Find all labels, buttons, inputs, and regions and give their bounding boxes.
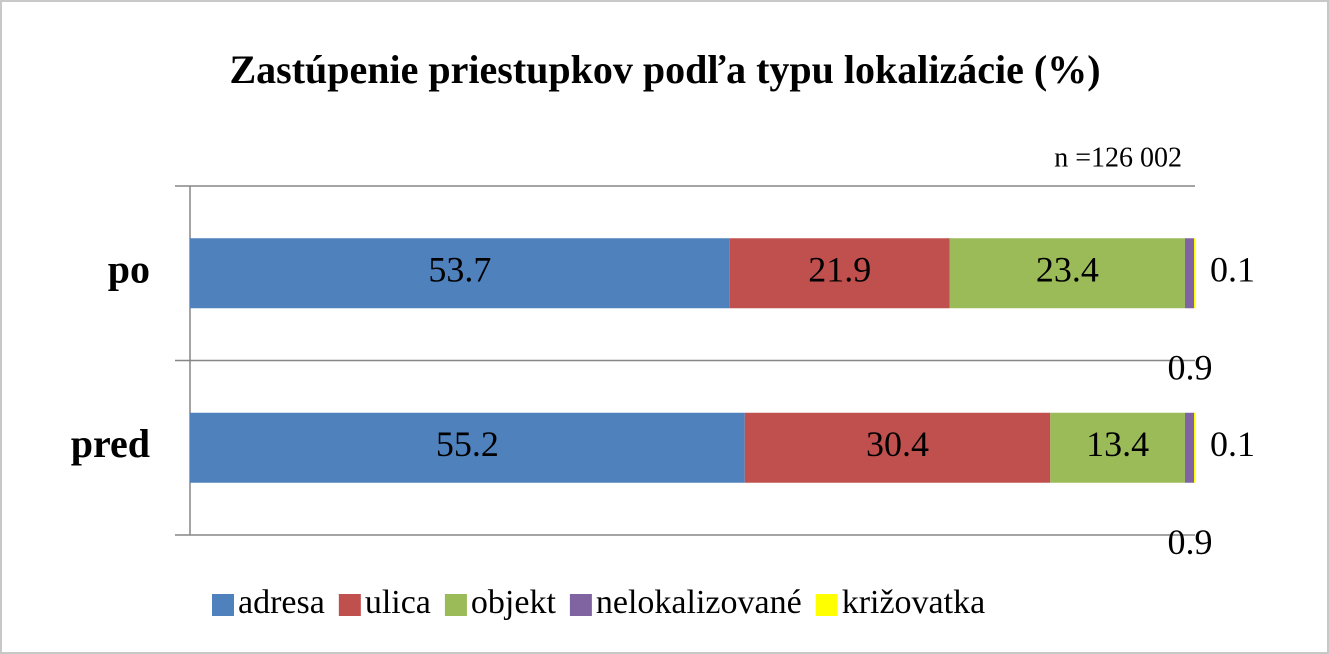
bar-segment (1050, 412, 1185, 483)
legend-label: ulica (365, 584, 431, 621)
bar-segment (190, 412, 745, 483)
data-label: 55.2 (436, 424, 499, 464)
y-tick-label: po (108, 246, 150, 291)
data-label: 0.9 (1168, 522, 1213, 562)
legend-label: objekt (471, 584, 557, 621)
data-label: 0.1 (1210, 250, 1255, 290)
bar-segment (1184, 412, 1194, 483)
data-label: 30.4 (866, 424, 929, 464)
legend-swatch (444, 594, 467, 616)
legend-swatch (569, 594, 592, 616)
y-tick-label: pred (71, 421, 150, 466)
legend-label: nelokalizované (596, 584, 802, 621)
bar-segment (729, 238, 950, 309)
bar-segment (190, 238, 730, 309)
bar-segment (949, 238, 1185, 309)
bar-segment (1193, 412, 1195, 483)
bar-segment (1184, 238, 1194, 309)
legend-swatch (338, 594, 361, 616)
annotation: n =126 002 (1054, 142, 1182, 173)
legend-swatch (815, 594, 838, 616)
legend-swatch (212, 594, 234, 616)
bar-segment (1193, 238, 1195, 309)
data-label: 21.9 (808, 250, 871, 290)
data-label: 0.9 (1168, 348, 1213, 388)
legend-label: križovatka (842, 584, 986, 621)
legend-label: adresa (238, 584, 325, 621)
data-label: 23.4 (1036, 250, 1099, 290)
chart-title: Zastúpenie priestupkov podľa typu lokali… (229, 47, 1100, 92)
data-label: 13.4 (1086, 424, 1149, 464)
data-label: 53.7 (428, 250, 491, 290)
data-label: 0.1 (1210, 424, 1255, 464)
bar-segment (744, 412, 1051, 483)
